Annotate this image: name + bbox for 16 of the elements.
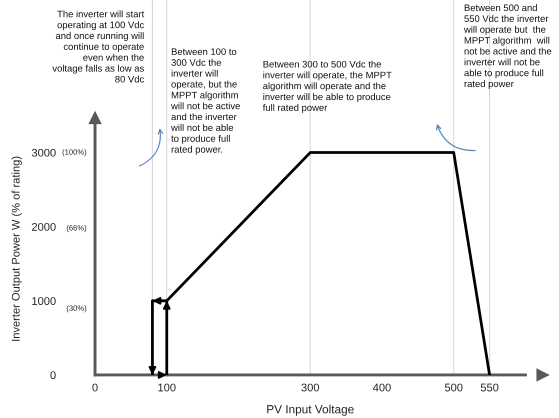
x-tick-label: 550 [480, 384, 498, 392]
x-tick-label: 100 [158, 384, 176, 392]
text: The inverter will start operating at 100 Vdc and once running will continue to operate even when the voltage falls as low as 80 Vdc [52, 10, 144, 83]
y-tick-label: 1000 [32, 297, 56, 305]
x-tick-label: 300 [301, 384, 320, 392]
x-tick-label: 500 [444, 384, 463, 392]
x-tick-label: 0 [92, 384, 98, 392]
y-tick-label: 2000 [32, 222, 56, 231]
y-axis-title: Inverter Output Power W (% of rating) [12, 156, 22, 341]
y-tick-label: 0 [50, 371, 56, 380]
text: Between 100 to 300 Vdc the inverter will operate, but the MPPT algorithm will not be active and the inverter will not be able to produce full rated power. [171, 48, 240, 155]
y-tick-label: 3000 [32, 148, 56, 157]
x-tick-label: 400 [372, 384, 391, 392]
x-axis-title: PV Input Voltage [267, 404, 354, 416]
text: Between 500 and 550 Vdc the inverter will operate but the MPPT algorithm will not be active and the inverter will not be able to produce full rated power [464, 4, 552, 89]
text: Between 300 to 500 Vdc the inverter will operate, the MPPT algorithm will operate and the inverter will be able to produce full rated power [262, 60, 392, 113]
